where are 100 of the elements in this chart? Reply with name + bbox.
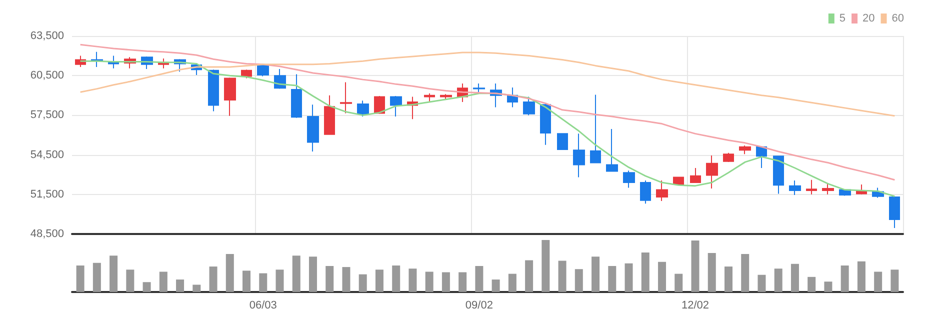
candlestick: [756, 146, 767, 168]
bar: [425, 272, 434, 292]
y-tick-label: 60,500: [30, 70, 64, 82]
candlestick: [706, 154, 718, 189]
bar: [774, 268, 782, 292]
candlestick: [640, 180, 651, 204]
candlestick: [507, 86, 518, 108]
bar: [342, 267, 350, 292]
bar: [525, 260, 534, 292]
bar: [192, 284, 201, 292]
bar: [159, 272, 168, 292]
bar: [358, 274, 367, 292]
x-tick-label: 12/02: [681, 300, 710, 312]
bar: [890, 270, 899, 292]
bar: [874, 272, 882, 292]
candlestick: [557, 133, 568, 150]
line-series: [80, 44, 896, 181]
bar: [824, 282, 832, 292]
bar: [209, 266, 218, 292]
line-series: [80, 52, 896, 117]
candlestick: [307, 104, 319, 152]
candlestick: [91, 51, 103, 68]
candlestick: [690, 168, 701, 184]
bar: [857, 261, 866, 292]
legend-label: 60: [892, 12, 904, 24]
bar: [292, 256, 300, 292]
y-tick-label: 63,500: [30, 30, 64, 42]
bar: [259, 273, 268, 292]
bar: [458, 272, 467, 292]
bar: [110, 256, 118, 292]
x-tick-label: 06/03: [249, 300, 277, 312]
bar: [142, 282, 151, 292]
candlestick: [723, 152, 734, 163]
bar: [126, 270, 134, 292]
bar: [641, 252, 650, 292]
bar: [492, 280, 500, 292]
bar: [176, 280, 184, 292]
candlestick: [822, 183, 834, 195]
legend-label: 5: [839, 12, 846, 24]
y-tick-label: 54,500: [30, 148, 64, 161]
bar: [542, 240, 550, 292]
candlestick: [324, 94, 335, 135]
candlestick: [573, 133, 585, 178]
candlestick: [241, 69, 252, 79]
candlestick: [656, 180, 668, 202]
candlestick: [357, 100, 369, 118]
bar: [741, 254, 750, 292]
candlestick: [424, 92, 435, 102]
bar: [242, 270, 251, 292]
bar: [408, 268, 417, 292]
bar: [508, 274, 516, 292]
bar: [608, 266, 616, 292]
candlestick: [374, 96, 385, 114]
x-tick-label: 09/02: [465, 300, 493, 312]
bar: [226, 254, 234, 292]
bar: [658, 262, 666, 292]
bar: [76, 265, 84, 292]
candlestick: [257, 63, 269, 77]
candlestick: [291, 74, 302, 118]
candlestick: [623, 170, 635, 188]
candlestick: [889, 196, 900, 229]
candlestick: [789, 180, 801, 196]
candlestick: [806, 179, 817, 195]
candlestick: [673, 176, 684, 185]
bar: [758, 274, 766, 292]
bar: [708, 253, 716, 292]
candlestick: [739, 145, 751, 155]
bar: [308, 256, 317, 292]
bar: [674, 274, 683, 292]
candlestick: [590, 94, 601, 164]
candlestick: [773, 156, 784, 194]
candlestick: [440, 94, 452, 101]
bar: [624, 263, 633, 292]
bar: [691, 240, 700, 292]
bar: [326, 266, 334, 292]
bar: [592, 256, 600, 292]
bar: [392, 265, 400, 292]
y-tick-label: 48,500: [30, 228, 64, 240]
candlestick: [390, 96, 402, 118]
bar: [558, 260, 566, 292]
candlestick: [473, 83, 485, 94]
bar: [724, 266, 732, 292]
candlestick: [224, 77, 236, 116]
bar: [375, 270, 384, 292]
line-series: [80, 60, 896, 198]
candlestick: [340, 82, 352, 114]
bar: [574, 269, 583, 292]
bar: [840, 265, 849, 292]
y-tick-label: 57,500: [30, 109, 64, 122]
candlestick: [208, 69, 219, 112]
bar: [442, 272, 450, 292]
bar: [276, 270, 284, 292]
candlestick: [540, 103, 551, 146]
bar: [92, 262, 101, 292]
legend-label: 20: [862, 12, 875, 24]
bar: [790, 264, 799, 292]
bar: [808, 276, 816, 292]
bar: [475, 266, 484, 292]
y-tick-label: 51,500: [30, 188, 64, 200]
candlestick: [606, 128, 618, 172]
